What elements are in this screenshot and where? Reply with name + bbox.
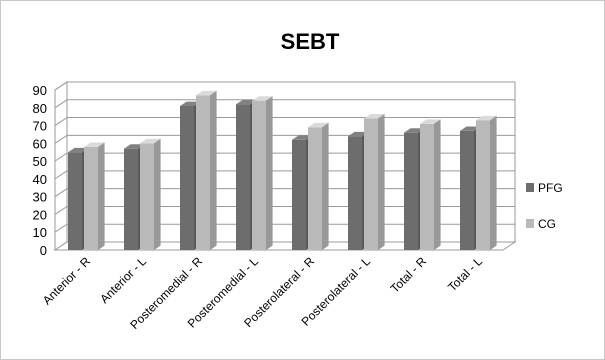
bars bbox=[68, 90, 497, 251]
y-tick-label: 80 bbox=[33, 101, 47, 116]
bar bbox=[476, 115, 497, 250]
y-tick-label: 10 bbox=[33, 225, 47, 240]
bar bbox=[252, 96, 273, 251]
legend-label: PFG bbox=[538, 181, 563, 195]
bar bbox=[420, 119, 441, 250]
y-tick-label: 0 bbox=[40, 243, 47, 258]
y-tick-label: 50 bbox=[33, 154, 47, 169]
bar bbox=[308, 122, 329, 250]
legend-item: PFG bbox=[526, 181, 563, 195]
y-tick-label: 90 bbox=[33, 83, 47, 98]
bar bbox=[84, 142, 105, 250]
bar bbox=[364, 114, 385, 251]
bar bbox=[196, 90, 217, 250]
y-tick-label: 30 bbox=[33, 190, 47, 205]
y-tick-label: 70 bbox=[33, 119, 47, 134]
side-wall bbox=[54, 81, 68, 251]
legend: PFG CG bbox=[526, 181, 563, 231]
y-axis-ticks: 0 10 20 30 40 50 60 70 80 90 bbox=[33, 83, 47, 258]
legend-label: CG bbox=[538, 217, 556, 231]
gridline bbox=[54, 99, 515, 109]
x-tick-label: Anterior - L bbox=[97, 254, 149, 306]
y-tick-label: 40 bbox=[33, 172, 47, 187]
chart-title: SEBT bbox=[281, 29, 340, 54]
y-tick-label: 20 bbox=[33, 207, 47, 222]
x-tick-label: Anterior - R bbox=[40, 254, 94, 308]
bar bbox=[140, 138, 161, 250]
x-tick-label: Total - L bbox=[445, 254, 485, 294]
legend-swatch bbox=[526, 219, 534, 228]
y-tick-label: 60 bbox=[33, 136, 47, 151]
gridline bbox=[54, 81, 515, 91]
legend-item: CG bbox=[526, 217, 556, 231]
x-tick-label: Total - R bbox=[388, 254, 430, 296]
legend-swatch bbox=[526, 183, 534, 192]
